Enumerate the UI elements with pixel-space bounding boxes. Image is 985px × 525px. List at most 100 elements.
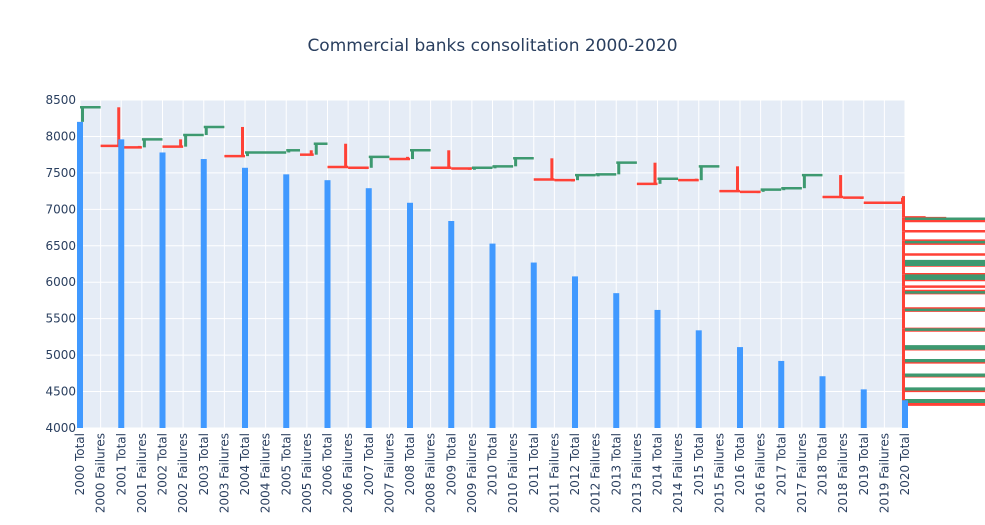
x-tick-label: 2011 Failures bbox=[547, 433, 561, 513]
decrease-bar bbox=[653, 162, 657, 184]
decrease-bar bbox=[364, 167, 368, 170]
x-tick-label: 2017 Failures bbox=[795, 433, 809, 513]
x-tick-label: 2011 Total bbox=[527, 433, 541, 495]
decrease-bar bbox=[756, 191, 760, 194]
y-tick-label: 7500 bbox=[45, 166, 76, 180]
x-tick-label: 2001 Total bbox=[114, 433, 128, 495]
x-tick-label: 2015 Failures bbox=[712, 433, 726, 513]
increase-bar bbox=[699, 166, 703, 181]
y-tick-label: 8000 bbox=[45, 129, 76, 143]
decrease-bar bbox=[902, 242, 905, 255]
total-bar bbox=[695, 330, 702, 428]
increase-bar bbox=[514, 158, 518, 167]
total-bar bbox=[159, 152, 166, 429]
total-bar bbox=[530, 262, 537, 428]
total-bar bbox=[902, 400, 908, 428]
decrease-bar bbox=[117, 107, 121, 146]
increase-bar bbox=[596, 174, 600, 177]
increase-bar bbox=[761, 189, 765, 192]
x-tick-label: 2013 Total bbox=[609, 433, 623, 495]
y-tick-label: 4000 bbox=[45, 421, 76, 435]
decrease-bar bbox=[902, 388, 905, 404]
y-axis-ticks: 4000 4500 5000 5500 6000 6500 7000 7500 8000 8500 bbox=[45, 93, 76, 435]
increase-bar bbox=[142, 139, 146, 148]
x-tick-label: 2019 Total bbox=[857, 433, 871, 495]
y-tick-label: 7000 bbox=[45, 202, 76, 216]
x-tick-label: 2018 Failures bbox=[836, 433, 850, 513]
decrease-bar bbox=[902, 240, 905, 243]
total-bar bbox=[200, 159, 207, 429]
x-tick-label: 2010 Total bbox=[486, 433, 500, 495]
y-tick-label: 6000 bbox=[45, 275, 76, 289]
x-tick-label: 2013 Failures bbox=[630, 433, 644, 513]
increase-bar bbox=[369, 156, 373, 168]
x-tick-label: 2000 Total bbox=[73, 433, 87, 495]
increase-bar bbox=[246, 152, 249, 157]
decrease-bar bbox=[902, 231, 905, 241]
x-tick-label: 2012 Total bbox=[568, 433, 582, 495]
x-tick-label: 2004 Total bbox=[238, 433, 252, 495]
decrease-bar bbox=[179, 139, 183, 147]
increase-bar bbox=[314, 143, 318, 155]
increase-bar bbox=[802, 175, 806, 189]
x-tick-label: 2006 Failures bbox=[341, 433, 355, 513]
x-tick-label: 2018 Total bbox=[816, 433, 830, 495]
decrease-bar bbox=[902, 261, 905, 275]
x-tick-label: 2009 Total bbox=[444, 433, 458, 495]
increase-bar bbox=[81, 107, 84, 122]
x-tick-label: 2007 Total bbox=[362, 433, 376, 495]
total-bar bbox=[118, 139, 125, 429]
x-tick-label: 2003 Total bbox=[197, 433, 211, 495]
x-tick-label: 2009 Failures bbox=[465, 433, 479, 513]
x-tick-label: 2019 Failures bbox=[877, 433, 891, 513]
decrease-bar bbox=[859, 196, 863, 199]
total-bar bbox=[407, 202, 413, 428]
increase-bar bbox=[617, 162, 621, 175]
x-tick-label: 2014 Failures bbox=[671, 433, 685, 513]
increase-bar bbox=[287, 150, 291, 153]
x-tick-label: 2008 Total bbox=[403, 433, 417, 495]
increase-bar bbox=[184, 134, 188, 147]
decrease-bar bbox=[902, 292, 905, 309]
decrease-bar bbox=[902, 254, 905, 266]
decrease-bar bbox=[902, 286, 905, 291]
decrease-bar bbox=[902, 218, 905, 232]
y-tick-label: 4500 bbox=[45, 385, 76, 399]
total-bars bbox=[77, 121, 908, 429]
total-bar bbox=[860, 389, 867, 428]
decrease-bar bbox=[902, 360, 905, 376]
x-tick-label: 2016 Failures bbox=[754, 433, 768, 513]
decrease-bar bbox=[902, 275, 905, 287]
x-tick-label: 2010 Failures bbox=[506, 433, 520, 513]
x-axis-ticks: 2000 Total 2000 Failures 2001 Total 2001 Fa… bbox=[73, 433, 912, 513]
decrease-bar bbox=[902, 374, 905, 390]
decrease-bar bbox=[571, 179, 574, 182]
x-tick-label: 2015 Total bbox=[692, 433, 706, 495]
x-tick-label: 2003 Failures bbox=[217, 433, 231, 513]
decrease-bar bbox=[902, 309, 905, 329]
x-tick-label: 2002 Total bbox=[156, 433, 170, 495]
total-bar bbox=[737, 347, 743, 428]
y-tick-label: 8500 bbox=[45, 93, 76, 107]
increase-bar bbox=[782, 188, 786, 191]
total-bar bbox=[77, 121, 83, 428]
total-bar bbox=[572, 276, 578, 428]
decrease-bar bbox=[736, 166, 739, 192]
decrease-bar bbox=[902, 346, 905, 362]
increase-bar bbox=[576, 175, 579, 181]
x-tick-label: 2020 Total bbox=[898, 433, 912, 495]
decrease-bar bbox=[241, 126, 244, 157]
decrease-bar bbox=[447, 150, 451, 168]
total-bar bbox=[448, 220, 455, 428]
x-tick-label: 2004 Failures bbox=[259, 433, 273, 513]
decrease-bar bbox=[550, 158, 554, 180]
increase-bar bbox=[411, 150, 414, 160]
total-bar bbox=[242, 167, 248, 428]
x-tick-label: 2017 Total bbox=[774, 433, 788, 495]
decrease-bar bbox=[694, 178, 698, 181]
chart-title: Commercial banks consolitation 2000-2020 bbox=[307, 36, 677, 56]
x-tick-label: 2005 Failures bbox=[300, 433, 314, 513]
decrease-bar bbox=[467, 167, 471, 170]
x-tick-label: 2012 Failures bbox=[589, 433, 603, 513]
